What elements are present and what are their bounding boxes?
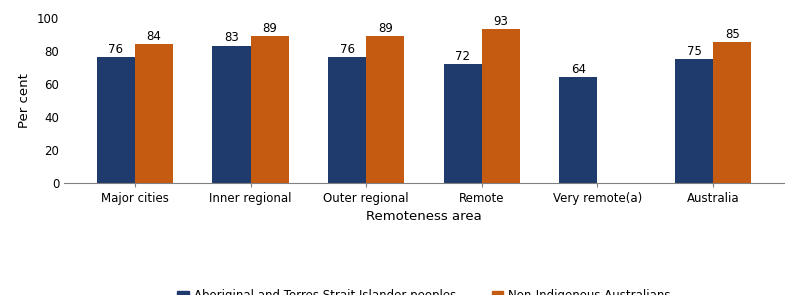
Text: 76: 76: [108, 43, 123, 56]
Bar: [328, 57, 366, 183]
Bar: [212, 46, 250, 183]
Text: 89: 89: [378, 22, 393, 35]
Text: 83: 83: [224, 32, 239, 45]
Legend: Aboriginal and Torres Strait Islander peoples, Non-Indigenous Australians: Aboriginal and Torres Strait Islander pe…: [173, 285, 675, 295]
Text: 84: 84: [146, 30, 162, 43]
Bar: [97, 57, 135, 183]
Y-axis label: Per cent: Per cent: [18, 73, 31, 128]
Bar: [444, 64, 482, 183]
Text: 76: 76: [339, 43, 354, 56]
Text: 89: 89: [262, 22, 277, 35]
Text: 85: 85: [725, 28, 739, 41]
Text: 93: 93: [494, 15, 508, 28]
Bar: [366, 36, 404, 183]
Bar: [135, 44, 173, 183]
Bar: [713, 42, 751, 183]
Bar: [250, 36, 289, 183]
Bar: [482, 29, 520, 183]
Text: 72: 72: [455, 50, 470, 63]
X-axis label: Remoteness area: Remoteness area: [366, 211, 482, 224]
Text: 64: 64: [571, 63, 586, 76]
Bar: [559, 77, 598, 183]
Text: 75: 75: [686, 45, 702, 58]
Bar: [675, 59, 713, 183]
